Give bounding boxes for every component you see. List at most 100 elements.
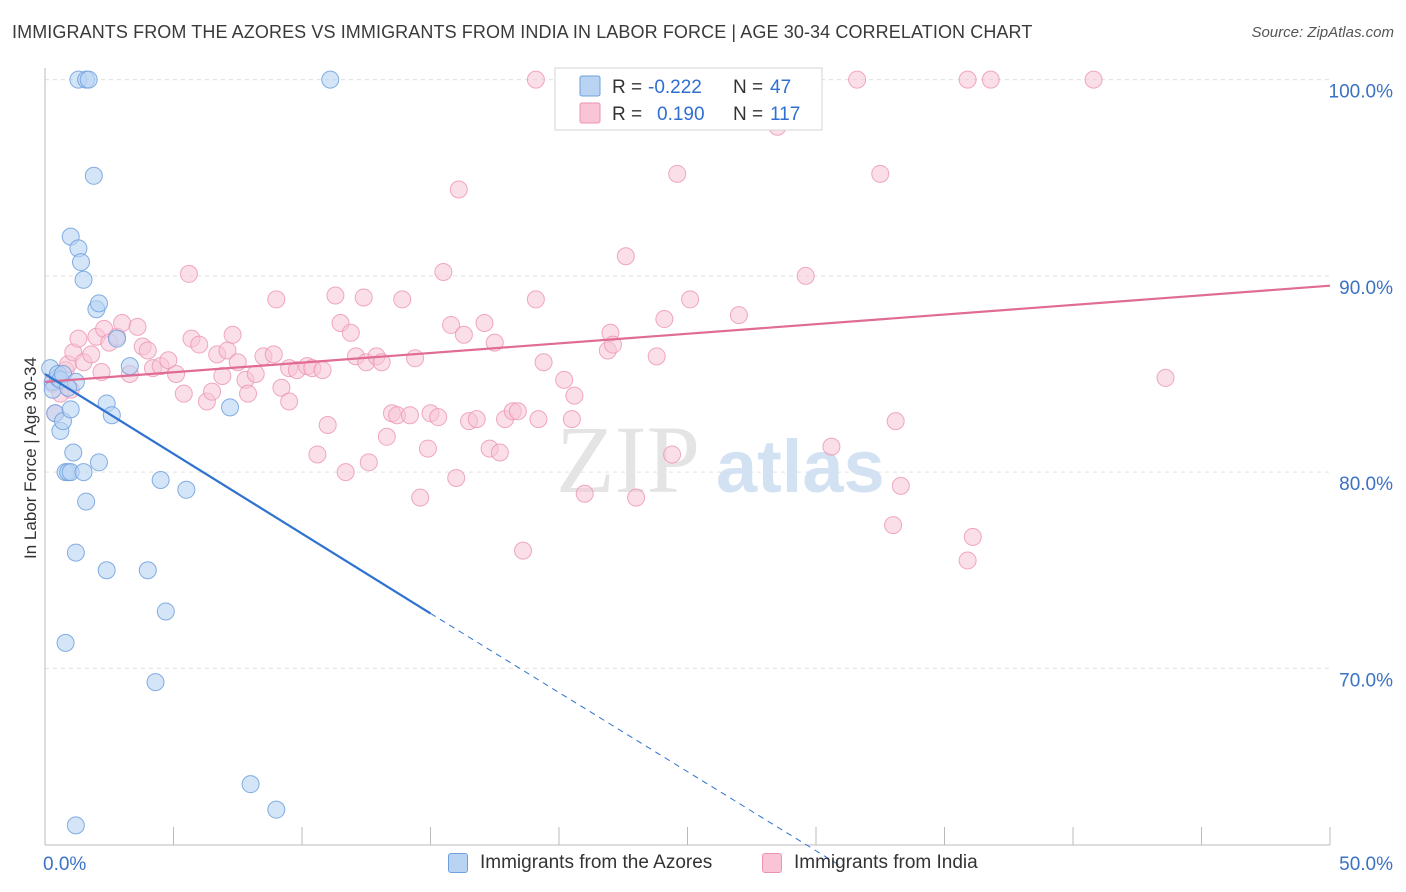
series-swatch-azores — [448, 853, 468, 873]
y-tick-label: 90.0% — [1339, 278, 1393, 299]
india-point — [1084, 70, 1103, 89]
india-point — [475, 313, 494, 332]
india-point — [82, 345, 101, 364]
azores-point — [177, 480, 196, 499]
india-points — [43, 70, 1175, 570]
india-point — [663, 445, 682, 464]
azores-point — [97, 561, 116, 580]
india-point — [668, 164, 687, 183]
india-point — [963, 527, 982, 546]
azores-point — [79, 70, 98, 89]
india-point — [627, 488, 646, 507]
azores-point — [66, 816, 85, 835]
y-axis-label: In Labor Force | Age 30-34 — [21, 357, 40, 559]
azores-point — [120, 357, 139, 376]
india-point — [239, 384, 258, 403]
legend-n-value-1: 47 — [770, 77, 791, 98]
legend-swatch-azores — [579, 75, 601, 97]
y-tick-label: 70.0% — [1339, 670, 1393, 691]
legend-r-label-2: R = — [612, 104, 642, 125]
india-trend-line — [44, 284, 1331, 383]
india-point — [280, 392, 299, 411]
azores-trend-line — [44, 373, 432, 615]
azores-point — [151, 470, 170, 489]
azores-point — [74, 463, 93, 482]
series-label-azores: Immigrants from the Azores — [480, 852, 713, 873]
india-point — [526, 70, 545, 89]
india-point — [729, 306, 748, 325]
india-point — [514, 541, 533, 560]
india-point — [526, 290, 545, 309]
legend-swatch-india — [579, 102, 601, 124]
watermark-atlas: atlas — [716, 425, 885, 508]
series-legend-azores: Immigrants from the Azores — [448, 852, 712, 874]
india-point — [418, 439, 437, 458]
azores-point — [321, 70, 340, 89]
series-legend-india: Immigrants from India — [762, 852, 978, 874]
india-point — [1156, 368, 1175, 387]
india-point — [246, 365, 265, 383]
india-point — [822, 437, 841, 456]
india-point — [267, 290, 286, 309]
source-label: Source: ZipAtlas.com — [1251, 24, 1394, 41]
correlation-legend: R = -0.222 N = 47 R = 0.190 N = 117 — [554, 67, 823, 131]
x-tick-label-min: 0.0% — [43, 854, 86, 875]
x-tick-label-max: 50.0% — [1339, 854, 1393, 875]
azores-point — [89, 294, 108, 313]
azores-point — [56, 633, 75, 652]
india-point — [393, 290, 412, 309]
grid-layer — [45, 79, 1330, 669]
azores-point — [221, 398, 240, 417]
india-point — [308, 445, 327, 464]
series-swatch-india — [762, 853, 782, 873]
azores-point — [138, 561, 157, 580]
chart-title: IMMIGRANTS FROM THE AZORES VS IMMIGRANTS… — [12, 22, 1033, 42]
india-point — [681, 290, 700, 309]
azores-point — [89, 453, 108, 472]
india-point — [981, 70, 1000, 89]
y-tick-label: 80.0% — [1339, 474, 1393, 495]
azores-point — [267, 800, 286, 819]
india-point — [354, 288, 373, 307]
india-point — [179, 264, 198, 283]
legend-r-value-1: -0.222 — [648, 77, 702, 98]
india-point — [616, 247, 635, 266]
legend-r-value-2: 0.190 — [657, 104, 705, 125]
india-point — [138, 341, 157, 360]
azores-point — [107, 329, 126, 348]
india-point — [848, 70, 867, 89]
india-point — [313, 361, 332, 380]
india-point — [447, 469, 466, 488]
india-point — [406, 349, 425, 368]
india-point — [655, 310, 674, 329]
india-point — [467, 410, 486, 429]
india-point — [562, 410, 581, 429]
azores-point — [156, 602, 175, 621]
azores-point — [241, 775, 260, 794]
india-point — [565, 386, 584, 405]
india-point — [891, 476, 910, 495]
india-point — [167, 365, 186, 383]
india-point — [449, 180, 468, 199]
azores-point — [74, 270, 93, 289]
india-point — [336, 463, 355, 482]
india-point — [796, 266, 815, 285]
azores-point — [71, 253, 90, 272]
azores-point — [77, 492, 96, 511]
india-point — [884, 516, 903, 535]
india-point — [264, 345, 283, 364]
india-point — [454, 325, 473, 344]
india-point — [341, 323, 360, 342]
azores-points — [41, 70, 340, 835]
series-label-india: Immigrants from India — [794, 852, 978, 873]
india-point — [359, 453, 378, 472]
india-point — [174, 384, 193, 403]
india-point — [113, 313, 132, 332]
legend-n-label-1: N = — [733, 77, 763, 98]
india-point — [411, 488, 430, 507]
azores-point — [64, 443, 83, 462]
india-point — [508, 402, 527, 421]
india-point — [529, 410, 548, 429]
azores-point — [84, 166, 103, 185]
